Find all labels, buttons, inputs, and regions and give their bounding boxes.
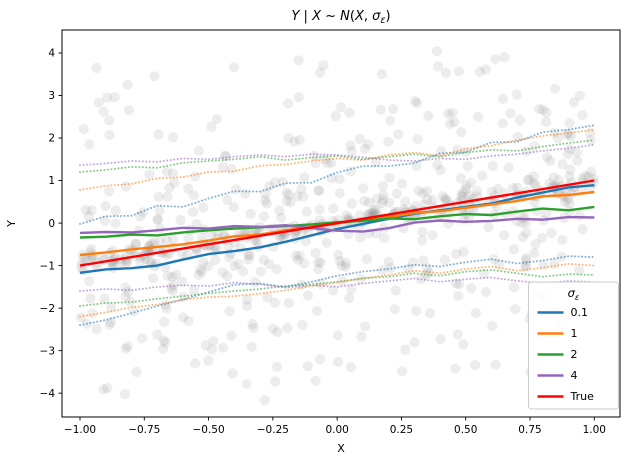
x-tick-label: −1.00 — [64, 424, 96, 436]
legend-entry-1: 1 — [537, 327, 578, 340]
y-tick-label: −2 — [40, 303, 55, 315]
y-tick-label: −4 — [40, 388, 56, 400]
band-sigma-4-upper — [79, 143, 596, 167]
legend: σε 0.1 1 2 4 True — [528, 281, 619, 410]
y-tick-label: 1 — [48, 175, 55, 187]
x-tick-label: 0.00 — [325, 424, 348, 436]
y-tick-label: 3 — [48, 90, 55, 102]
plot-area — [75, 46, 600, 406]
x-axis-label: X — [337, 442, 345, 455]
true-line — [79, 179, 595, 267]
legend-title: σε — [568, 286, 580, 302]
band-sigma-2-lower — [79, 268, 596, 307]
y-axis-label: Y — [5, 220, 18, 228]
legend-label: 4 — [571, 369, 578, 382]
legend-entry-2: 2 — [537, 348, 578, 361]
x-tick-label: 1.00 — [583, 424, 606, 436]
x-tick-label: −0.75 — [128, 424, 160, 436]
band-sigma-1-upper — [79, 128, 596, 191]
x-tick-label: −0.25 — [257, 424, 289, 436]
x-tick-label: −0.50 — [192, 424, 224, 436]
axis-ticks: −1.00 −0.75 −0.50 −0.25 0.00 0.25 0.50 0.75 1.00… — [40, 48, 606, 436]
legend-frame — [528, 281, 619, 410]
legend-entry-4: 4 — [537, 369, 578, 382]
y-tick-label: −1 — [40, 260, 55, 272]
x-tick-label: 0.25 — [390, 424, 413, 436]
band-sigma-2-upper — [79, 139, 596, 173]
band-sigma-4-lower — [79, 276, 596, 293]
legend-label: 2 — [571, 348, 578, 361]
chart-title: Y | X ~ N(X, σε) — [291, 9, 390, 26]
x-tick-label: 0.75 — [518, 424, 541, 436]
x-tick-label: 0.50 — [454, 424, 477, 436]
band-sigma-0.1-lower — [79, 255, 596, 327]
legend-label: True — [570, 390, 595, 403]
mean-line-sigma-4 — [79, 215, 595, 235]
y-tick-label: 4 — [48, 48, 55, 60]
y-tick-label: 2 — [48, 133, 55, 145]
y-tick-label: −3 — [40, 345, 55, 357]
y-tick-label: 0 — [48, 218, 55, 230]
mean-line-sigma-0.1 — [79, 184, 595, 274]
band-sigma-1-lower — [79, 262, 596, 318]
legend-label: 1 — [571, 327, 578, 340]
legend-entry-0.1: 0.1 — [537, 306, 589, 319]
legend-label: 0.1 — [571, 306, 589, 319]
legend-entry-True: True — [537, 390, 595, 403]
